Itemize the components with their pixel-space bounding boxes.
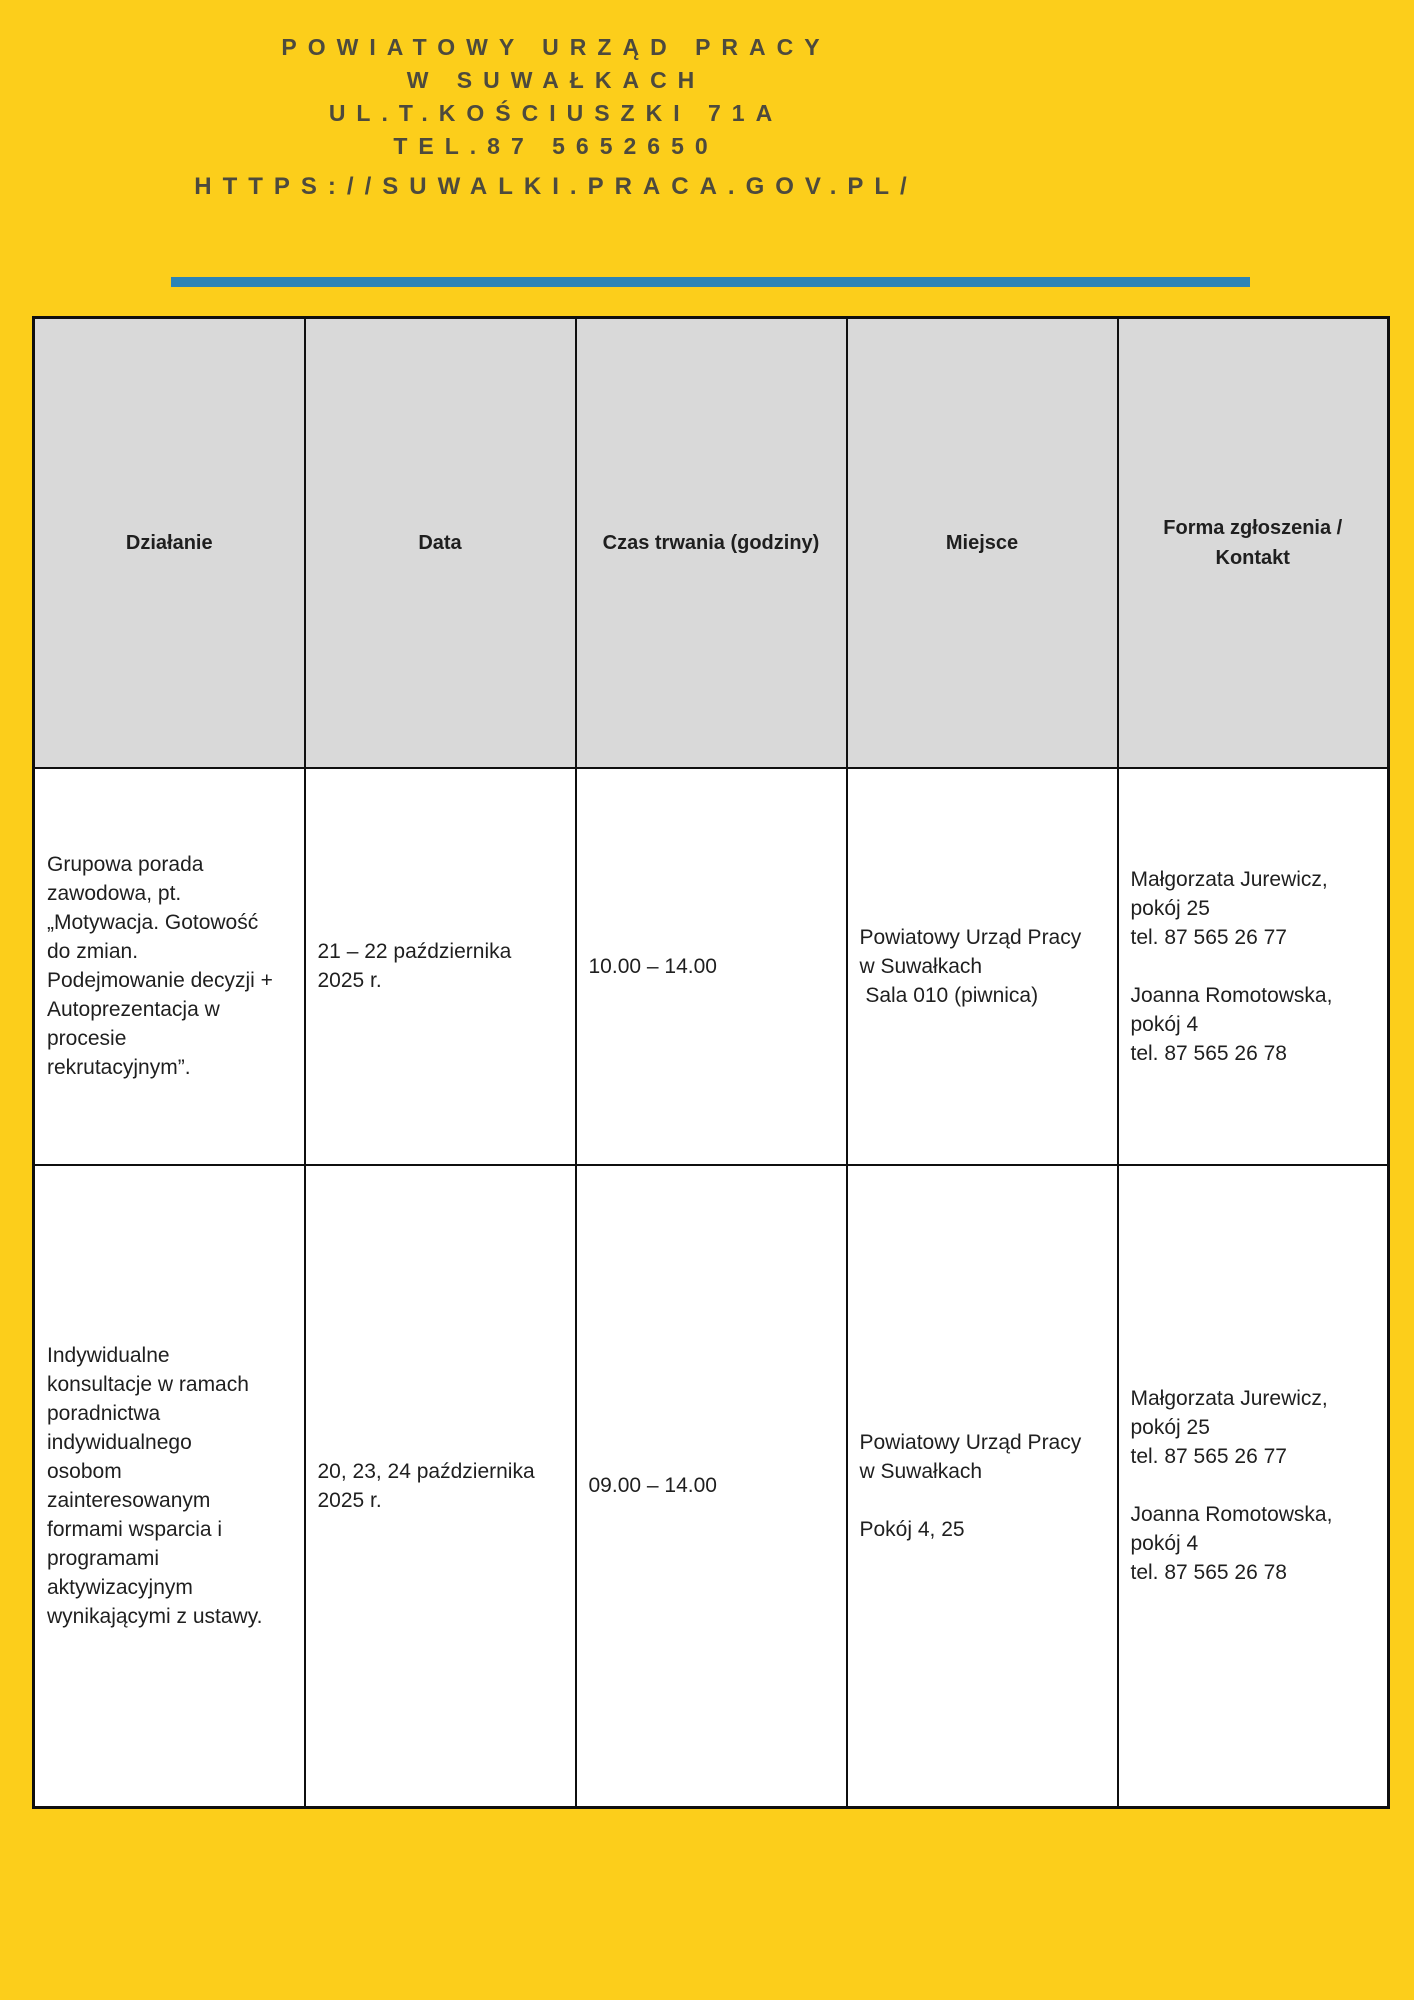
cell-action: Indywidualne konsultacje w ramach poradn… [32, 1163, 306, 1809]
table-header-row: Działanie Data Czas trwania (godziny) Mi… [32, 316, 1390, 769]
cell-contact: Małgorzata Jurewicz, pokój 25 tel. 87 56… [1116, 1163, 1390, 1809]
org-website-url: HTTPS://SUWALKI.PRACA.GOV.PL/ [194, 173, 918, 200]
col-header-contact: Forma zgłoszenia / Kontakt [1116, 316, 1390, 769]
cell-date: 21 – 22 października 2025 r. [303, 766, 577, 1166]
col-header-action: Działanie [32, 316, 306, 769]
cell-action: Grupowa porada zawodowa, pt. „Motywacja.… [32, 766, 306, 1166]
schedule-table: Działanie Data Czas trwania (godziny) Mi… [32, 316, 1390, 1809]
divider-bar [171, 277, 1250, 287]
col-header-duration: Czas trwania (godziny) [574, 316, 848, 769]
col-header-place: Miejsce [845, 316, 1119, 769]
org-name-line2: W SUWAŁKACH [406, 67, 706, 93]
cell-duration: 09.00 – 14.00 [574, 1163, 848, 1809]
header: POWIATOWY URZĄD PRACY W SUWAŁKACH UL.T.K… [0, 31, 1112, 204]
col-header-date: Data [303, 316, 577, 769]
cell-date: 20, 23, 24 października 2025 r. [303, 1163, 577, 1809]
cell-contact: Małgorzata Jurewicz, pokój 25 tel. 87 56… [1116, 766, 1390, 1166]
cell-duration: 10.00 – 14.00 [574, 766, 848, 1166]
org-phone: TEL.87 5652650 [393, 133, 719, 159]
cell-place: Powiatowy Urząd Pracy w Suwałkach Pokój … [845, 1163, 1119, 1809]
cell-place: Powiatowy Urząd Pracy w Suwałkach Sala 0… [845, 766, 1119, 1166]
org-address: UL.T.KOŚCIUSZKI 71A [328, 100, 784, 126]
table-row: Grupowa porada zawodowa, pt. „Motywacja.… [32, 766, 1390, 1166]
org-name-line1: POWIATOWY URZĄD PRACY [281, 34, 831, 60]
table-row: Indywidualne konsultacje w ramach poradn… [32, 1163, 1390, 1809]
